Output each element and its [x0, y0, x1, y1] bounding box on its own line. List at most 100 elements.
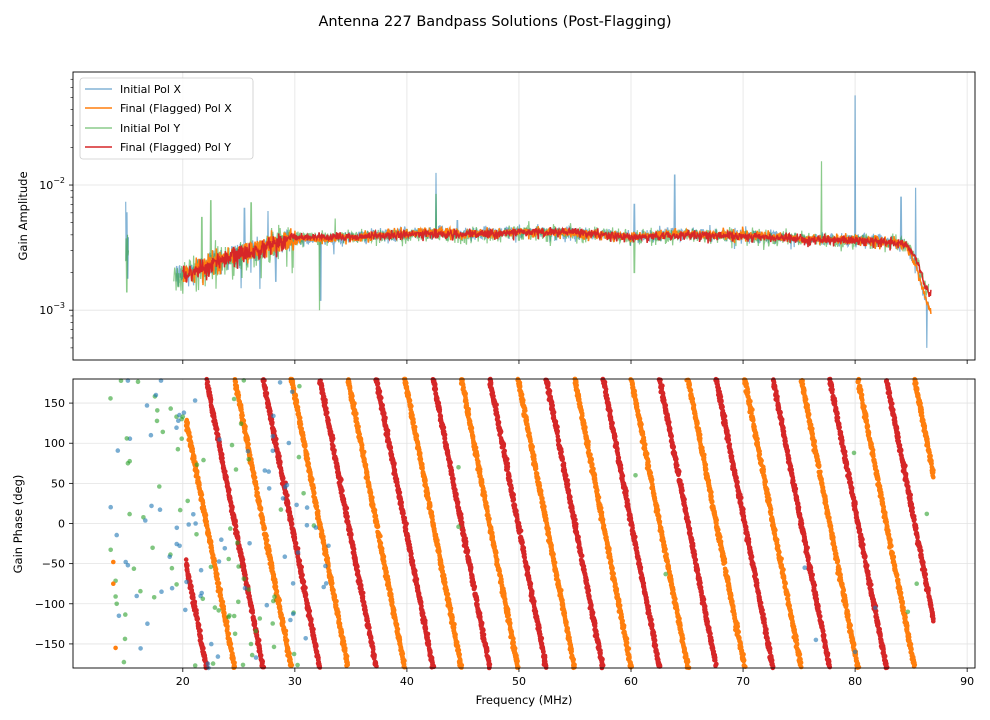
series-final-pol-x-point [384, 570, 389, 575]
series-final-pol-x-point [446, 597, 452, 603]
series-final-pol-x-point [187, 430, 192, 435]
series-final-pol-x-point [218, 587, 224, 592]
series-final-pol-x-point [251, 470, 257, 476]
series-final-pol-x-point [395, 626, 401, 632]
series-final-pol-x-point [430, 517, 435, 522]
series-final-pol-x-point [649, 477, 655, 483]
series-final-pol-x-point [210, 553, 216, 558]
series-final-pol-x-point [889, 543, 894, 549]
series-final-pol-x-point [233, 379, 239, 385]
series-final-pol-x-point [600, 517, 606, 522]
series-final-pol-x-point [768, 507, 774, 512]
series-final-pol-x-point [655, 507, 661, 513]
series-final-pol-x-point [247, 452, 253, 458]
series-final-pol-x-point [673, 596, 678, 602]
series-final-pol-x-point [718, 539, 724, 544]
series-final-pol-x-point [484, 504, 490, 510]
series-final-pol-x-point [273, 579, 278, 585]
series-final-pol-x-point [870, 447, 876, 453]
series-final-pol-x-point [656, 514, 662, 520]
series-final-pol-x-point [922, 423, 928, 429]
series-final-pol-x-point [418, 457, 424, 462]
legend-entry-final-x: Final (Flagged) Pol X [85, 102, 232, 115]
series-final-pol-x-point [410, 412, 415, 418]
series-final-pol-x-point [451, 625, 457, 630]
series-final-pol-x-point [246, 441, 251, 447]
series-final-pol-x-point [774, 537, 780, 543]
series-final-pol-x-point [215, 571, 220, 577]
amp-y-tick-label: 10−3 [39, 301, 65, 317]
series-final-pol-x-point [802, 388, 807, 393]
series-final-pol-x-point [819, 480, 825, 486]
series-final-pol-x-point [698, 436, 703, 441]
series-final-pol-x-point [805, 402, 810, 408]
series-final-pol-x-point [197, 482, 202, 488]
legend-entry-initial-x: Initial Pol X [85, 83, 181, 96]
series-final-pol-x-point [748, 399, 753, 404]
series-final-pol-x-point [794, 641, 800, 646]
series-final-pol-x-point [607, 546, 612, 551]
series-final-pol-x-point [378, 540, 384, 546]
series-final-pol-x-point [264, 537, 270, 543]
series-final-pol-x-point [299, 426, 305, 431]
series-final-pol-x-point [185, 420, 190, 426]
series-final-pol-x-point [445, 591, 451, 597]
series-final-pol-x-point [731, 604, 736, 609]
series-final-pol-x-point [196, 475, 201, 481]
series-final-pol-x-point [663, 547, 668, 552]
series-final-pol-x-point [827, 515, 832, 521]
series-final-pol-x-point [406, 392, 412, 398]
series-final-pol-x-point [333, 602, 339, 608]
series-final-pol-x-point [375, 524, 381, 529]
series-final-pol-x-point [342, 642, 347, 648]
series-final-pol-x-point [798, 660, 804, 665]
series-final-pol-x-point [469, 425, 475, 431]
series-final-pol-x-point [726, 577, 731, 582]
series-final-pol-x-point [270, 566, 275, 571]
series-final-pol-x-point [851, 642, 857, 647]
series-final-pol-x-point [841, 588, 846, 593]
series-final-pol-x-point [540, 495, 545, 501]
series-final-pol-x-point [350, 393, 355, 399]
series-final-pol-x-point [388, 587, 393, 592]
series-final-pol-x-point [312, 490, 317, 496]
series-final-pol-x-point [257, 498, 263, 504]
series-final-pol-x-point [330, 581, 335, 586]
series-final-pol-x-point [620, 618, 625, 624]
series-final-pol-x-point [586, 439, 591, 445]
series-final-pol-x-point [253, 482, 259, 487]
series-final-pol-x-point [750, 407, 755, 413]
series-final-pol-x-point [368, 490, 374, 496]
series-final-pol-x-point [637, 416, 643, 422]
series-final-pol-x-point [278, 607, 283, 612]
series-final-pol-x-point [818, 469, 823, 475]
series-final-pol-x-point [283, 628, 289, 634]
series-final-pol-x-point [411, 416, 416, 422]
series-final-pol-x-point [538, 488, 544, 494]
series-final-pol-x-point [192, 455, 197, 461]
series-final-pol-x-point [459, 663, 465, 668]
legend-label-initial-x: Initial Pol X [120, 83, 181, 96]
series-final-pol-x-point [262, 525, 268, 531]
series-final-pol-x-point [577, 396, 582, 402]
series-final-pol-x-point [702, 452, 707, 458]
series-final-pol-x-point [611, 571, 616, 576]
series-final-pol-x-point [812, 438, 817, 444]
series-final-pol-x-point [332, 594, 338, 600]
series-final-pol-x-point [800, 381, 806, 387]
series-final-pol-x-point [228, 641, 234, 647]
series-final-pol-x-point [515, 665, 521, 670]
series-final-pol-x-point [304, 451, 310, 457]
series-final-pol-x-point [215, 577, 221, 582]
series-final-pol-x-point [703, 462, 709, 468]
amplitude-grid [73, 72, 975, 360]
series-final-pol-x-point [277, 597, 283, 603]
series-final-pol-x-point [224, 619, 230, 624]
series-final-pol-x-point [264, 533, 269, 539]
series-final-pol-x-point [777, 549, 782, 555]
series-final-pol-x-point [530, 444, 535, 450]
series-final-pol-x-point [448, 606, 454, 611]
series-final-pol-x-point [751, 417, 756, 423]
series-final-pol-x-point [298, 421, 304, 427]
series-final-pol-x-point [255, 490, 260, 496]
